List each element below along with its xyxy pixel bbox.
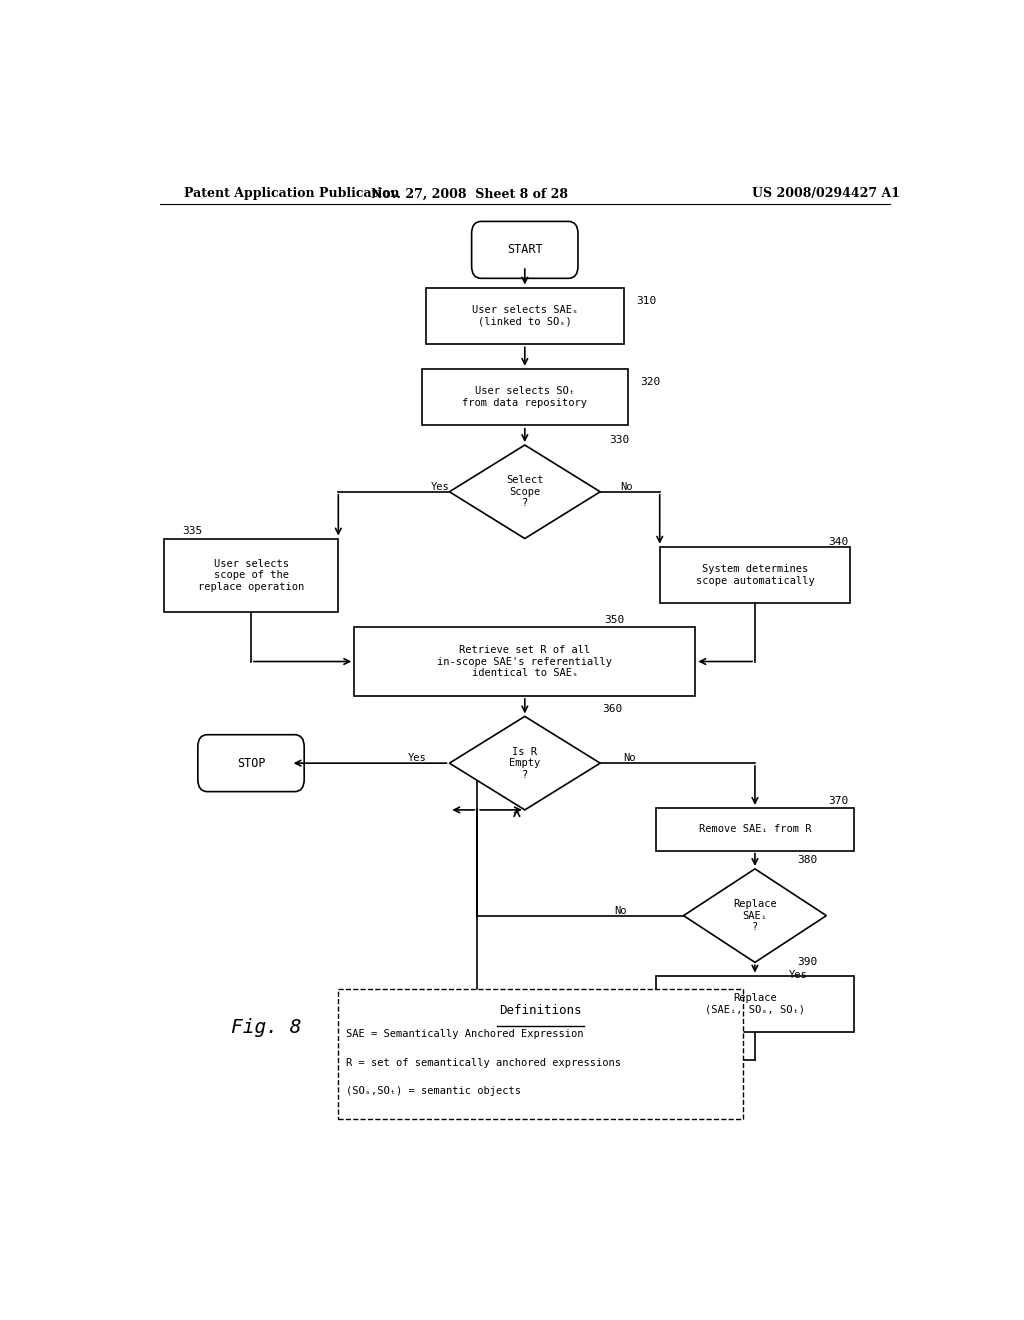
Text: 335: 335	[182, 527, 202, 536]
FancyBboxPatch shape	[426, 288, 624, 345]
Text: 390: 390	[797, 957, 817, 968]
Text: User selects
scope of the
replace operation: User selects scope of the replace operat…	[198, 558, 304, 591]
Text: User selects SAEₛ
(linked to SOₛ): User selects SAEₛ (linked to SOₛ)	[472, 305, 578, 327]
Text: 370: 370	[828, 796, 848, 805]
Text: (SOₛ,SOₜ) = semantic objects: (SOₛ,SOₜ) = semantic objects	[346, 1086, 521, 1097]
Text: 310: 310	[636, 296, 656, 306]
Text: No: No	[624, 754, 636, 763]
Text: 340: 340	[828, 537, 848, 546]
Text: User selects SOₜ
from data repository: User selects SOₜ from data repository	[462, 387, 588, 408]
Text: Select
Scope
?: Select Scope ?	[506, 475, 544, 508]
Text: No: No	[621, 482, 633, 491]
Polygon shape	[450, 445, 600, 539]
Text: Yes: Yes	[409, 754, 427, 763]
FancyBboxPatch shape	[354, 627, 695, 696]
Text: Retrieve set R of all
in-scope SAE's referentially
identical to SAEₛ: Retrieve set R of all in-scope SAE's ref…	[437, 645, 612, 678]
Text: SAE = Semantically Anchored Expression: SAE = Semantically Anchored Expression	[346, 1030, 584, 1039]
FancyBboxPatch shape	[422, 370, 628, 425]
Text: Yes: Yes	[430, 482, 450, 491]
Text: Nov. 27, 2008  Sheet 8 of 28: Nov. 27, 2008 Sheet 8 of 28	[371, 187, 567, 201]
Text: Remove SAEᵢ from R: Remove SAEᵢ from R	[698, 824, 811, 834]
Text: R = set of semantically anchored expressions: R = set of semantically anchored express…	[346, 1057, 622, 1068]
FancyBboxPatch shape	[655, 808, 854, 850]
Text: 320: 320	[640, 378, 660, 387]
Text: Replace
SAEᵢ
?: Replace SAEᵢ ?	[733, 899, 777, 932]
Text: US 2008/0294427 A1: US 2008/0294427 A1	[753, 187, 900, 201]
FancyBboxPatch shape	[655, 975, 854, 1032]
Text: 380: 380	[797, 855, 817, 865]
Text: 350: 350	[604, 615, 625, 624]
Text: Replace
(SAEᵢ, SOₛ, SOₜ): Replace (SAEᵢ, SOₛ, SOₜ)	[705, 993, 805, 1015]
Text: No: No	[613, 906, 627, 916]
FancyBboxPatch shape	[659, 548, 850, 603]
Text: Patent Application Publication: Patent Application Publication	[183, 187, 399, 201]
Text: 360: 360	[602, 705, 622, 714]
Text: Is R
Empty
?: Is R Empty ?	[509, 747, 541, 780]
Text: Yes: Yes	[790, 970, 808, 979]
Text: System determines
scope automatically: System determines scope automatically	[695, 565, 814, 586]
Text: Definitions: Definitions	[500, 1005, 582, 1016]
FancyBboxPatch shape	[164, 539, 338, 611]
Polygon shape	[450, 717, 600, 810]
FancyBboxPatch shape	[338, 989, 743, 1119]
Text: STOP: STOP	[237, 756, 265, 770]
Text: Fig. 8: Fig. 8	[231, 1018, 302, 1038]
Polygon shape	[684, 869, 826, 962]
FancyBboxPatch shape	[198, 735, 304, 792]
FancyBboxPatch shape	[472, 222, 578, 279]
Text: START: START	[507, 243, 543, 256]
Text: 330: 330	[609, 436, 630, 445]
